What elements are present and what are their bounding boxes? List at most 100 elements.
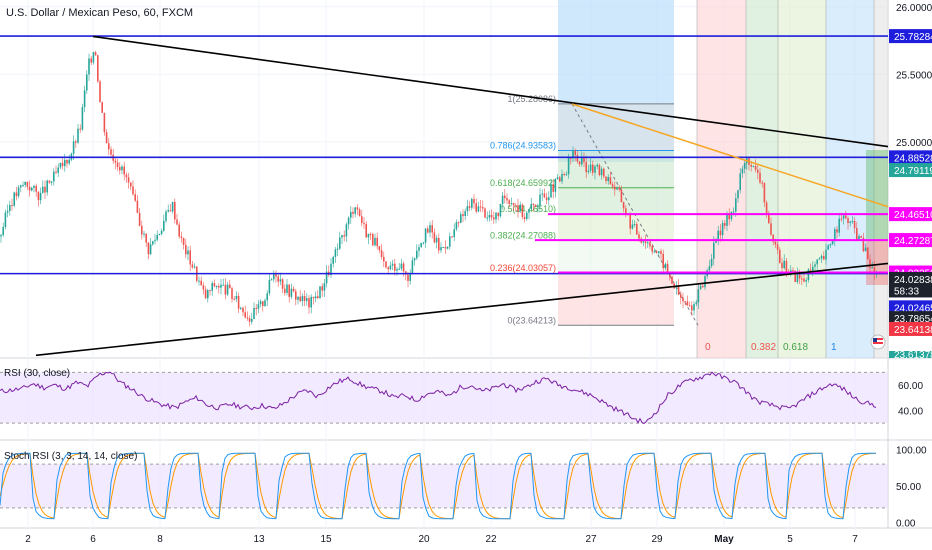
candle-body xyxy=(708,266,711,271)
time-tick-label: 6 xyxy=(90,534,96,545)
candle-body xyxy=(400,263,403,269)
candle-body xyxy=(607,177,609,181)
candle-body xyxy=(856,228,858,240)
candle-body xyxy=(677,285,680,295)
candle-body xyxy=(851,220,854,222)
candle-body xyxy=(37,191,40,201)
candle-body xyxy=(103,112,106,133)
candle-body xyxy=(721,223,724,236)
candle-body xyxy=(297,296,299,300)
time-zone-band xyxy=(874,0,888,358)
candle-body xyxy=(616,188,618,190)
fib-level-label: 0.382(24.27088) xyxy=(490,230,556,240)
candle-body xyxy=(664,263,667,269)
candle-body xyxy=(110,149,112,155)
candle-body xyxy=(108,143,110,150)
candle-body xyxy=(136,200,139,213)
candle-body xyxy=(237,295,240,309)
price-axis: 26.00000 25.50000 25.00000 60.00 40.00 100.00… xyxy=(896,3,932,530)
candle-body xyxy=(374,237,376,246)
candle-body xyxy=(603,168,605,177)
candle-body xyxy=(72,141,75,154)
candle-body xyxy=(204,289,207,299)
candle-body xyxy=(174,201,176,220)
candle-body xyxy=(831,240,834,245)
candle-body xyxy=(796,274,799,283)
candle-body xyxy=(312,296,315,299)
candle-body xyxy=(79,128,81,130)
chart-title: U.S. Dollar / Mexican Peso, 60, FXCM xyxy=(6,7,193,19)
candle-body xyxy=(180,236,183,238)
fib-zone xyxy=(558,240,674,273)
candle-body xyxy=(57,167,59,173)
candle-body xyxy=(475,203,477,212)
candle-body xyxy=(770,223,772,235)
price-tick-label: 25.50000 xyxy=(896,70,932,81)
candle-body xyxy=(35,185,37,192)
candle-body xyxy=(776,244,779,250)
candle-body xyxy=(367,233,370,238)
candle-body xyxy=(251,319,253,322)
candle-body xyxy=(83,90,86,108)
candle-body xyxy=(64,159,66,167)
candle-body xyxy=(314,296,317,299)
candle-body xyxy=(22,185,24,187)
candle-body xyxy=(218,286,220,288)
candle-body xyxy=(288,284,290,297)
candle-body xyxy=(398,268,400,270)
price-tag-label: 24.88528 xyxy=(894,153,932,164)
candle-body xyxy=(138,212,141,226)
candle-body xyxy=(61,162,64,167)
candle-body xyxy=(719,230,722,236)
candle-body xyxy=(537,205,539,207)
fib-level-label: 0.5(24.46510) xyxy=(500,204,556,214)
candle-body xyxy=(779,249,781,263)
candle-body xyxy=(383,257,385,262)
price-tag-box xyxy=(889,150,932,165)
candle-body xyxy=(242,307,244,313)
flag-icon[interactable] xyxy=(870,334,886,350)
fib-zone xyxy=(558,187,674,215)
price-tag-label: 23.64138 xyxy=(894,325,932,336)
candle-body xyxy=(809,269,812,271)
candle-body xyxy=(145,233,147,243)
time-tick-label: 20 xyxy=(418,534,430,545)
stoch-rsi-pane xyxy=(0,452,888,520)
candle-body xyxy=(629,214,631,229)
candle-body xyxy=(273,274,275,280)
candle-body xyxy=(726,214,728,226)
candle-body xyxy=(842,215,845,219)
candle-body xyxy=(4,212,7,228)
candle-body xyxy=(510,203,513,205)
risk-reward-target xyxy=(866,150,888,240)
candle-body xyxy=(24,181,26,186)
candle-body xyxy=(347,217,350,225)
candle-body xyxy=(468,206,471,208)
orange-trend-line xyxy=(571,103,889,208)
candle-body xyxy=(741,168,744,174)
candle-body xyxy=(488,215,491,218)
candle-body xyxy=(561,174,563,182)
candle-body xyxy=(125,174,128,178)
fib-retracement-layer: 1(25.28086) 0.786(24.93583) 0.618(24.65992… xyxy=(490,94,699,326)
candle-body xyxy=(655,251,658,254)
candle-body xyxy=(224,284,227,295)
candle-body xyxy=(158,234,161,236)
candle-body xyxy=(495,212,497,220)
candle-body xyxy=(482,207,484,209)
candle-body xyxy=(853,220,856,229)
candle-body xyxy=(585,162,587,173)
candle-body xyxy=(563,174,565,176)
time-zone-label: 0.382 xyxy=(751,342,776,353)
price-tag-box xyxy=(889,207,932,222)
time-axis: 2 6 8 13 15 20 22 27 29 May 5 7 xyxy=(25,534,858,545)
candle-body xyxy=(794,270,796,283)
candle-body xyxy=(827,245,829,250)
candle-body xyxy=(847,217,849,223)
candle-body xyxy=(270,279,273,281)
candle-body xyxy=(633,224,636,226)
candle-body xyxy=(323,283,326,291)
candle-body xyxy=(123,166,125,175)
time-zone-label: 1 xyxy=(831,342,837,353)
candle-body xyxy=(229,284,231,289)
